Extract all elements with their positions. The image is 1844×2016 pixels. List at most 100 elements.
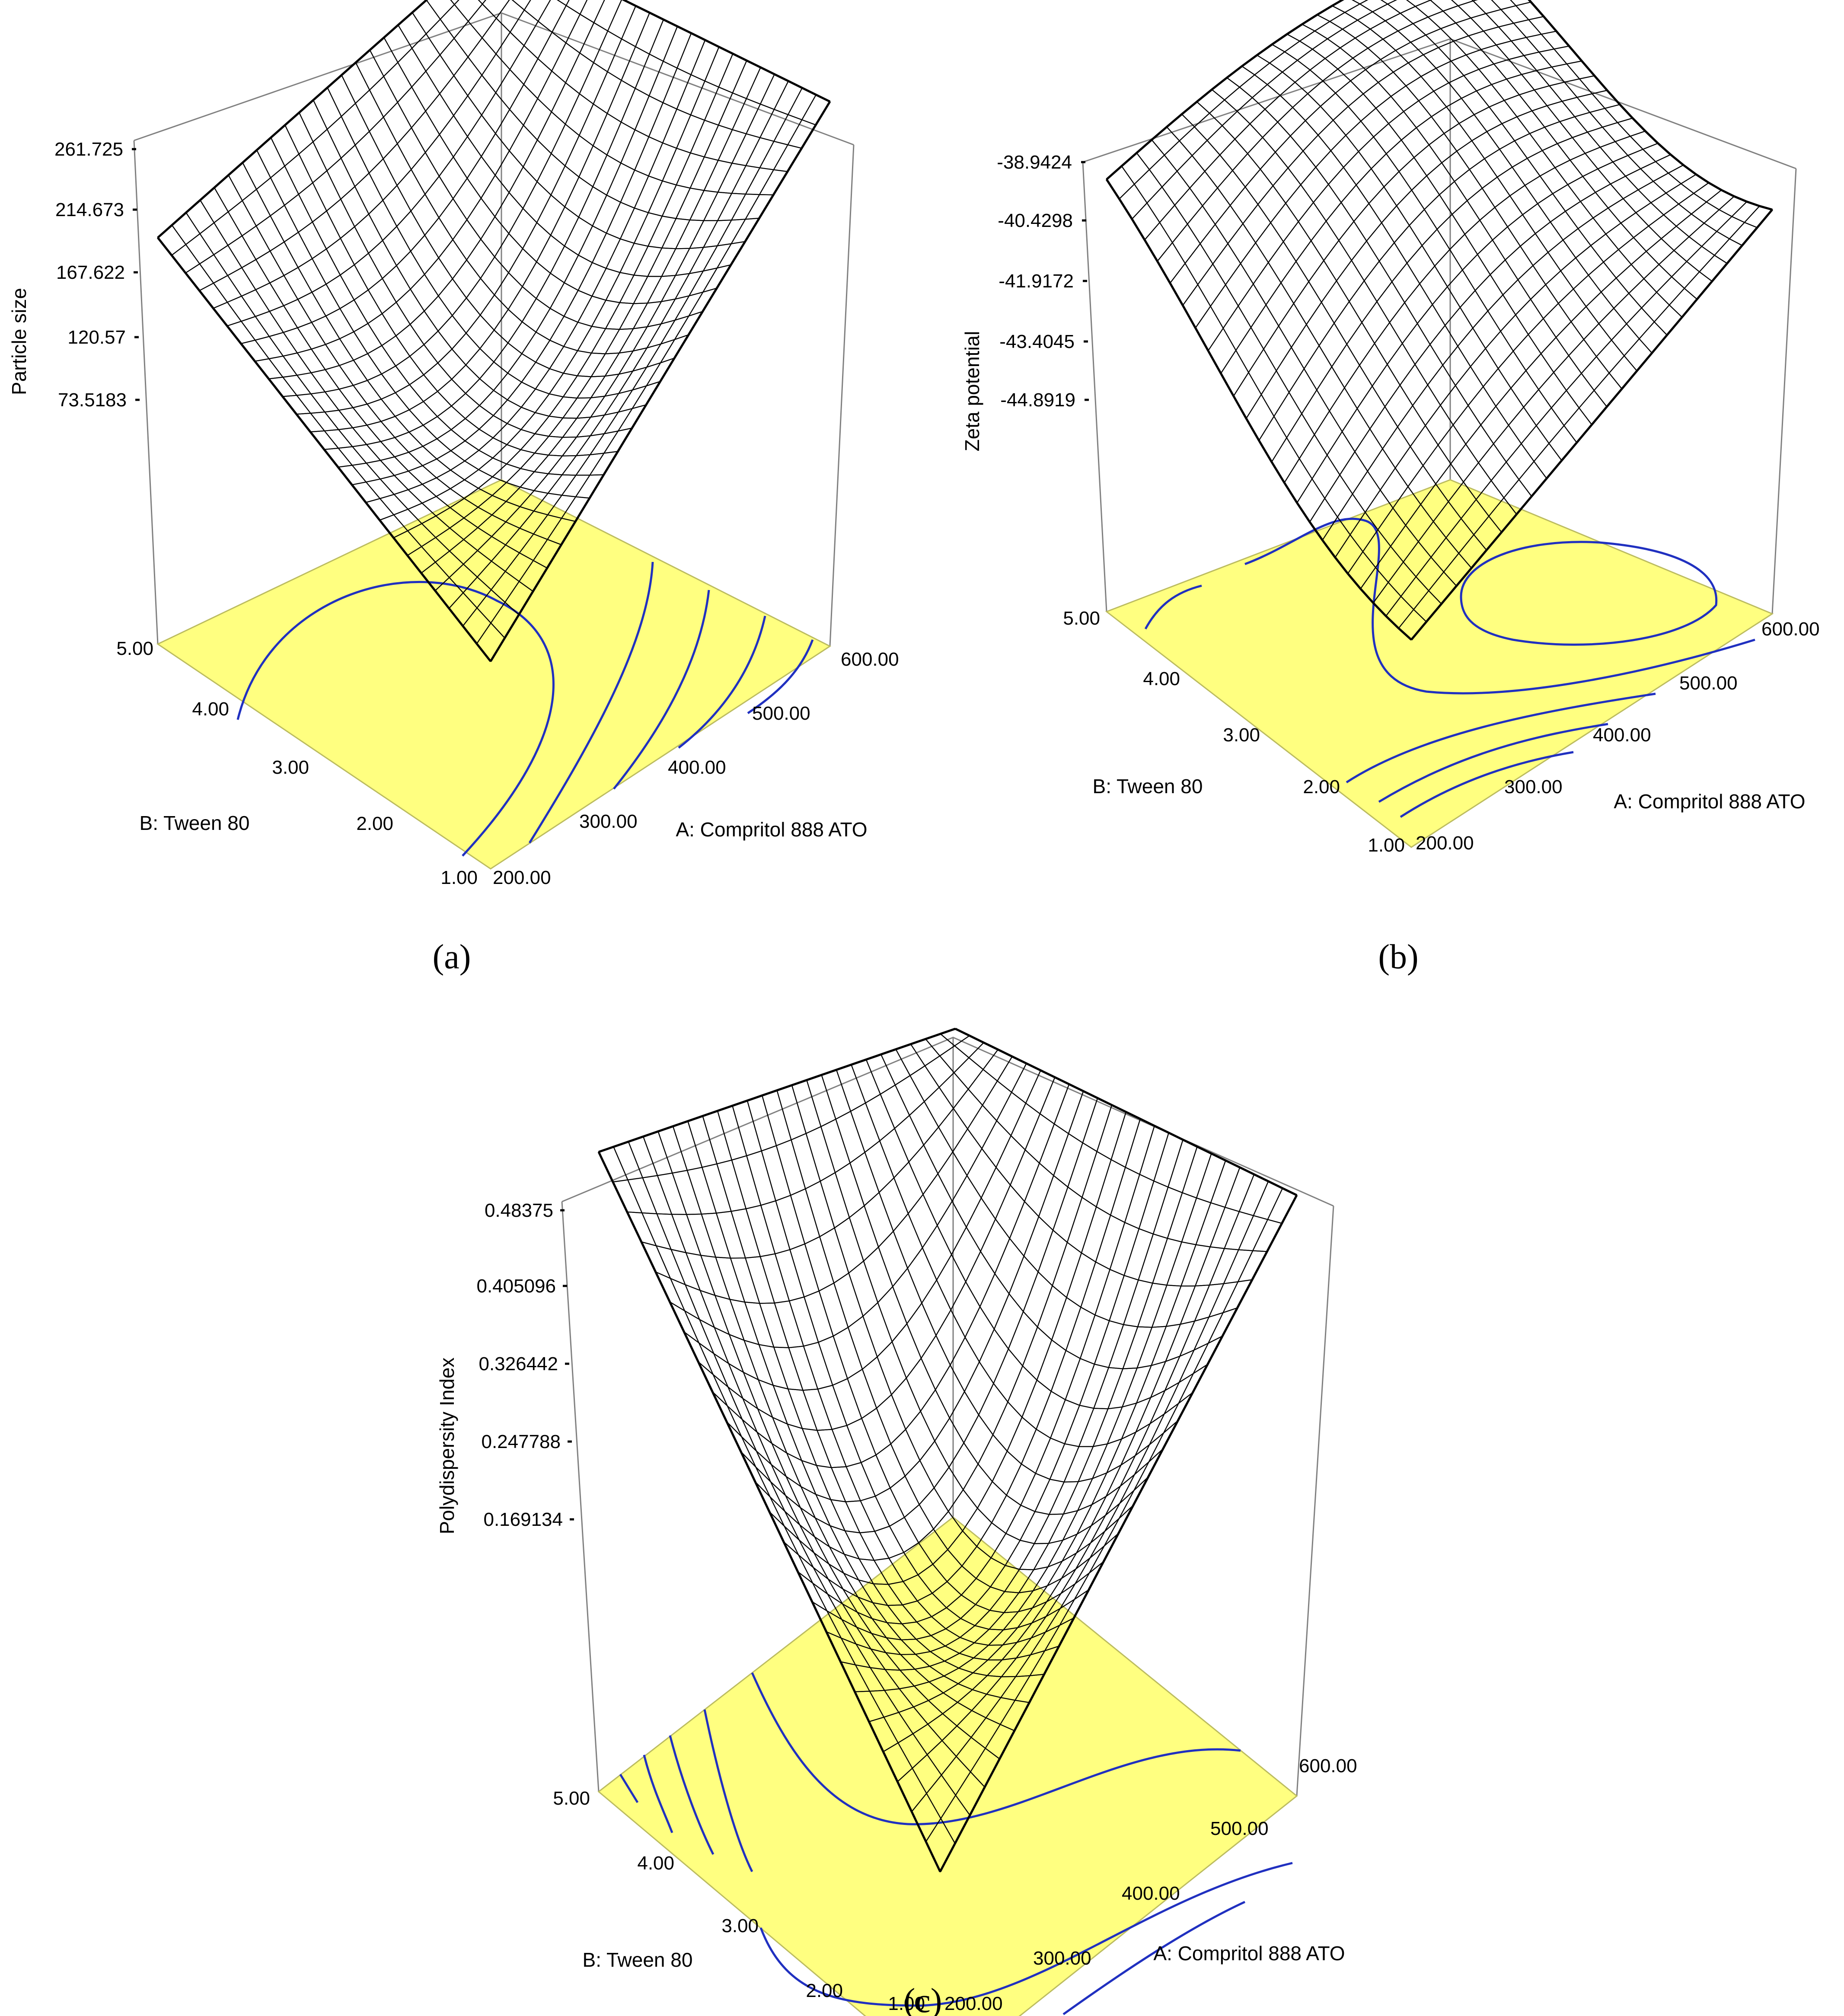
surface-facet [1049,1443,1080,1483]
surface-facet [1613,292,1643,325]
surface-facet [1050,1349,1081,1400]
surface-facet [185,233,215,265]
surface-facet [1381,205,1410,244]
surface-facet [383,101,412,145]
surface-facet [309,430,339,450]
surface-facet [1217,169,1246,207]
surface-facet [1429,324,1458,366]
surface-facet [1487,294,1516,332]
surface-facet [576,396,606,419]
surface-facet [1403,100,1432,128]
surface-facet [845,1462,876,1502]
surface-facet [1311,38,1341,59]
surface-facet [424,134,454,177]
surface-facet [1617,237,1647,265]
surface-facet [814,1536,845,1575]
surface-facet [1656,276,1685,306]
surface-facet [1512,334,1542,372]
panel-b-x-tick-label: 600.00 [1761,619,1820,640]
surface-facet [849,1152,880,1207]
surface-facet [368,199,398,242]
panel-b-box-edge [1771,168,1797,614]
surface-facet [438,198,468,241]
surface-facet [1539,167,1569,195]
panel-b-contour-line [1144,584,1202,630]
surface-facet [937,1200,967,1256]
surface-facet [282,327,313,354]
surface-facet [1510,370,1539,408]
surface-facet [591,268,621,301]
surface-facet [561,454,591,476]
surface-facet [833,1327,863,1380]
surface-facet [465,314,495,350]
surface-facet [1545,270,1574,304]
surface-edge [157,237,491,662]
surface-facet [296,372,326,395]
surface-facet [1311,454,1340,499]
surface-facet [1366,222,1395,262]
surface-facet [352,403,382,426]
surface-facet [1151,1285,1182,1328]
panel-a-contour-line [613,590,710,790]
surface-facet [1652,172,1682,194]
surface-facet [675,187,705,221]
panel-a-x-ticks: 200.00 300.00 400.00 500.00 600.00 [493,649,899,888]
surface-facet [744,1301,775,1348]
surface-facet [1350,69,1379,95]
surface-facet [439,75,469,117]
surface-facet [382,185,412,227]
surface-facet [920,1389,951,1442]
surface-facet [1006,1463,1037,1506]
surface-facet [369,75,399,118]
surface-facet [1038,1174,1069,1231]
surface-facet [1423,194,1453,230]
surface-facet [849,1205,879,1262]
surface-facet [1081,1206,1111,1263]
surface-facet [1254,62,1283,86]
surface-facet [450,418,480,442]
surface-facet [1248,348,1277,396]
surface-facet [549,346,578,374]
surface-facet [1324,47,1354,70]
surface-facet [547,437,578,456]
surface-facet [1577,217,1607,246]
surface-facet [437,378,466,407]
surface-facet [494,108,524,152]
surface-facet [564,216,593,256]
surface-facet [860,1496,890,1532]
surface-facet [1522,203,1551,234]
surface-facet [619,274,649,304]
surface-facet [1346,321,1375,367]
surface-facet [1511,157,1541,186]
surface-facet [661,184,691,219]
surface-facet [964,1361,994,1416]
surface-facet [686,1167,717,1215]
panel-b-x-axis-title: A: Compritol 888 ATO [1614,790,1805,813]
surface-facet [1234,123,1263,155]
surface-facet [1490,259,1519,296]
surface-facet [714,1295,745,1341]
surface-facet [1691,201,1720,224]
panel-c-contour-line [669,1735,715,1855]
surface-facet [769,1511,799,1556]
surface-facet [619,242,649,276]
surface-facet [1152,1186,1183,1239]
surface-facet [537,0,567,33]
surface-facet [920,1334,951,1391]
surface-facet [1650,192,1680,216]
surface-facet [814,1517,845,1556]
surface-facet [661,218,691,249]
surface-facet [1648,214,1677,239]
surface-facet [703,124,733,161]
surface-facet [1409,208,1438,246]
surface-facet [1164,1372,1195,1415]
surface-facet [1108,1324,1139,1369]
surface-facet [756,1432,787,1477]
surface-facet [1483,148,1513,178]
surface-facet [422,391,453,418]
surface-facet [1187,205,1216,245]
surface-facet [1667,164,1697,185]
surface-facet [1252,1219,1283,1252]
surface-facet [828,1545,860,1581]
surface-facet [1579,191,1609,219]
